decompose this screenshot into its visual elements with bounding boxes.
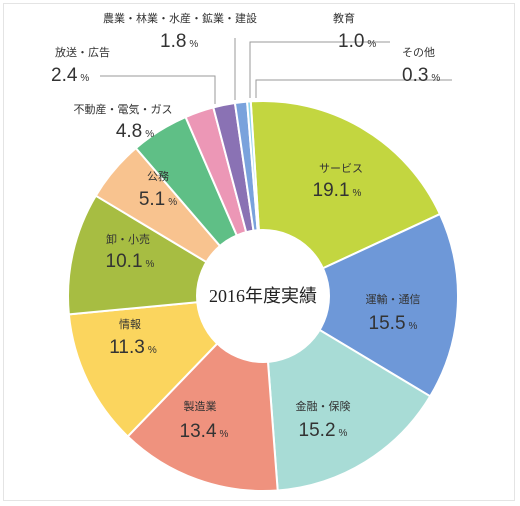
pie-slice bbox=[260, 212, 459, 398]
slice-value-label: 2.4% bbox=[51, 65, 89, 86]
slice-value: 10.1 bbox=[106, 251, 143, 272]
leader-line bbox=[100, 75, 216, 104]
slice-unit: % bbox=[220, 429, 229, 440]
slice-value-label: 13.4% bbox=[180, 421, 229, 442]
slice-value: 13.4 bbox=[180, 421, 217, 442]
slice-value: 11.3 bbox=[109, 337, 145, 358]
slice-unit: % bbox=[168, 197, 177, 208]
slice-unit: % bbox=[353, 188, 362, 199]
slice-value: 15.2 bbox=[299, 420, 336, 441]
slice-label: 卸・小売 bbox=[106, 232, 150, 246]
center-label: 2016年度実績 bbox=[209, 286, 317, 306]
slice-label: その他 bbox=[402, 46, 435, 59]
slice-label: 放送・広告 bbox=[55, 45, 110, 59]
slice-value-label: 15.5% bbox=[369, 313, 418, 334]
slice-label: 情報 bbox=[119, 318, 141, 331]
slice-label: 農業・林業・水産・鉱業・建設 bbox=[103, 11, 257, 25]
slice-value: 0.3 bbox=[402, 65, 428, 86]
slice-value: 1.0 bbox=[338, 31, 364, 52]
slice-label: 金融・保険 bbox=[296, 399, 351, 413]
slice-value-label: 11.3% bbox=[109, 337, 157, 358]
slice-value: 5.1 bbox=[139, 189, 165, 210]
leader-line bbox=[255, 79, 452, 98]
slice-label: サービス bbox=[319, 162, 363, 175]
donut-hole bbox=[196, 229, 330, 363]
leader-line bbox=[249, 41, 390, 98]
slice-value: 2.4 bbox=[51, 65, 78, 86]
labels-group: サービス 19.1 % 運輸・通信 15.5 % 金融・保険 15.2 % 製造業 13.4 % 情報 1… bbox=[51, 11, 440, 442]
slice-value-label: 10.1% bbox=[106, 251, 155, 272]
slice-value: 19.1 bbox=[313, 180, 350, 201]
slice-value-label: 1.8% bbox=[160, 31, 198, 52]
slice-value-label: 0.3% bbox=[402, 65, 440, 86]
slice-unit: % bbox=[148, 345, 157, 356]
slice-value-label: 19.1% bbox=[313, 180, 362, 201]
slice-unit: % bbox=[146, 259, 155, 270]
slice-value-label: 5.1% bbox=[139, 189, 177, 210]
leader-lines bbox=[100, 38, 452, 104]
slice-unit: % bbox=[145, 129, 154, 140]
slice-value: 15.5 bbox=[369, 313, 406, 334]
slice-unit: % bbox=[80, 73, 89, 84]
slice-unit: % bbox=[409, 321, 418, 332]
slice-value: 1.8 bbox=[160, 31, 186, 52]
slice-label: 公務 bbox=[147, 169, 169, 183]
slice-label: 不動産・電気・ガス bbox=[74, 102, 173, 116]
slice-label: 運輸・通信 bbox=[366, 292, 421, 306]
chart-frame bbox=[3, 3, 515, 501]
slice-value-label: 1.0% bbox=[338, 31, 376, 52]
slice-unit: % bbox=[189, 39, 198, 50]
slice-unit: % bbox=[339, 428, 348, 439]
slice-value-label: 4.8% bbox=[116, 121, 154, 142]
slice-unit: % bbox=[431, 73, 440, 84]
slice-value: 4.8 bbox=[116, 121, 142, 142]
slice-value-label: 15.2% bbox=[299, 420, 348, 441]
slice-label: 製造業 bbox=[184, 399, 217, 413]
slice-unit: % bbox=[367, 39, 376, 50]
slice-label: 教育 bbox=[333, 11, 355, 25]
